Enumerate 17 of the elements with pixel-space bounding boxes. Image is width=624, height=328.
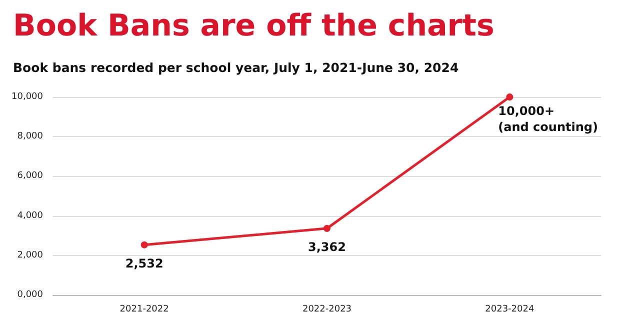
y-tick-label: 0,000 <box>17 290 44 300</box>
point <box>506 94 514 100</box>
y-tick-label: 4,000 <box>17 210 44 221</box>
chart-title: Book Bans are off the charts <box>13 8 494 44</box>
data-label: 3,362 <box>308 240 346 254</box>
data-label: 2,532 <box>125 256 164 270</box>
point <box>140 241 148 248</box>
chart-subtitle: Book bans recorded per school year, July 1, 2021-June 30, 2024 <box>13 60 459 75</box>
point <box>324 224 330 232</box>
data-label: 10,000+ (and counting) <box>498 104 598 134</box>
y-tick-label: 6,000 <box>17 171 44 182</box>
y-tick-label: 2,000 <box>17 250 44 260</box>
y-tick-label: 10,000 <box>12 92 44 102</box>
y-tick-label: 8,000 <box>17 132 44 142</box>
x-tick-label: 2022-2023 <box>302 304 352 314</box>
x-tick-label: 2023-2024 <box>485 304 534 314</box>
x-tick-label: 2021-2022 <box>120 304 169 314</box>
